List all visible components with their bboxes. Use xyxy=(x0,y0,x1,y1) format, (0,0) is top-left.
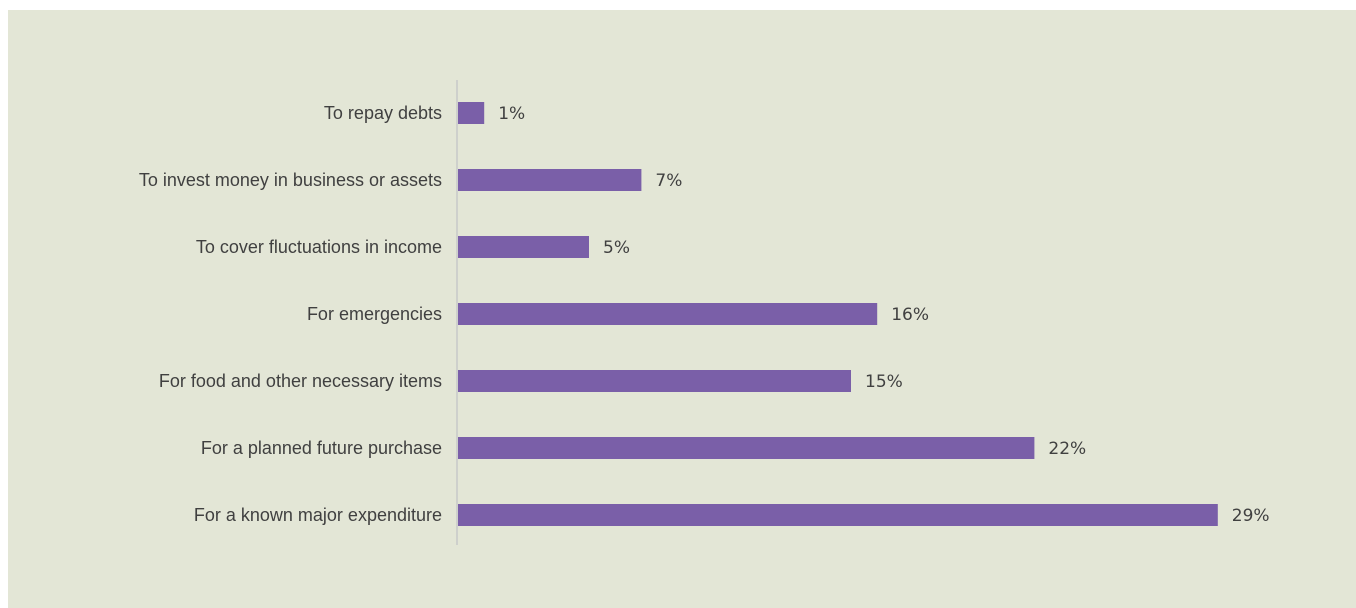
category-label: For food and other necessary items xyxy=(159,371,442,391)
category-label: For a known major expenditure xyxy=(194,505,442,525)
value-label: 22% xyxy=(1048,439,1086,459)
bar xyxy=(458,437,1034,459)
value-label: 7% xyxy=(655,171,682,191)
value-label: 5% xyxy=(603,238,630,258)
category-label: To cover fluctuations in income xyxy=(196,237,442,257)
bar xyxy=(458,169,641,191)
bars-group: To repay debts 1% To invest money in busin… xyxy=(139,102,1270,526)
value-label: 1% xyxy=(498,104,525,124)
value-label: 29% xyxy=(1232,506,1270,526)
category-label: To invest money in business or assets xyxy=(139,170,442,190)
bar xyxy=(458,303,877,325)
category-label: For emergencies xyxy=(307,304,442,324)
value-label: 15% xyxy=(865,372,903,392)
category-label: For a planned future purchase xyxy=(201,438,442,458)
bar xyxy=(458,504,1218,526)
bar xyxy=(458,370,851,392)
bar xyxy=(458,102,484,124)
chart-panel: To repay debts 1% To invest money in busin… xyxy=(8,10,1356,608)
value-label: 16% xyxy=(891,305,929,325)
category-label: To repay debts xyxy=(324,103,442,123)
bar-chart: To repay debts 1% To invest money in busin… xyxy=(8,10,1356,608)
bar xyxy=(458,236,589,258)
